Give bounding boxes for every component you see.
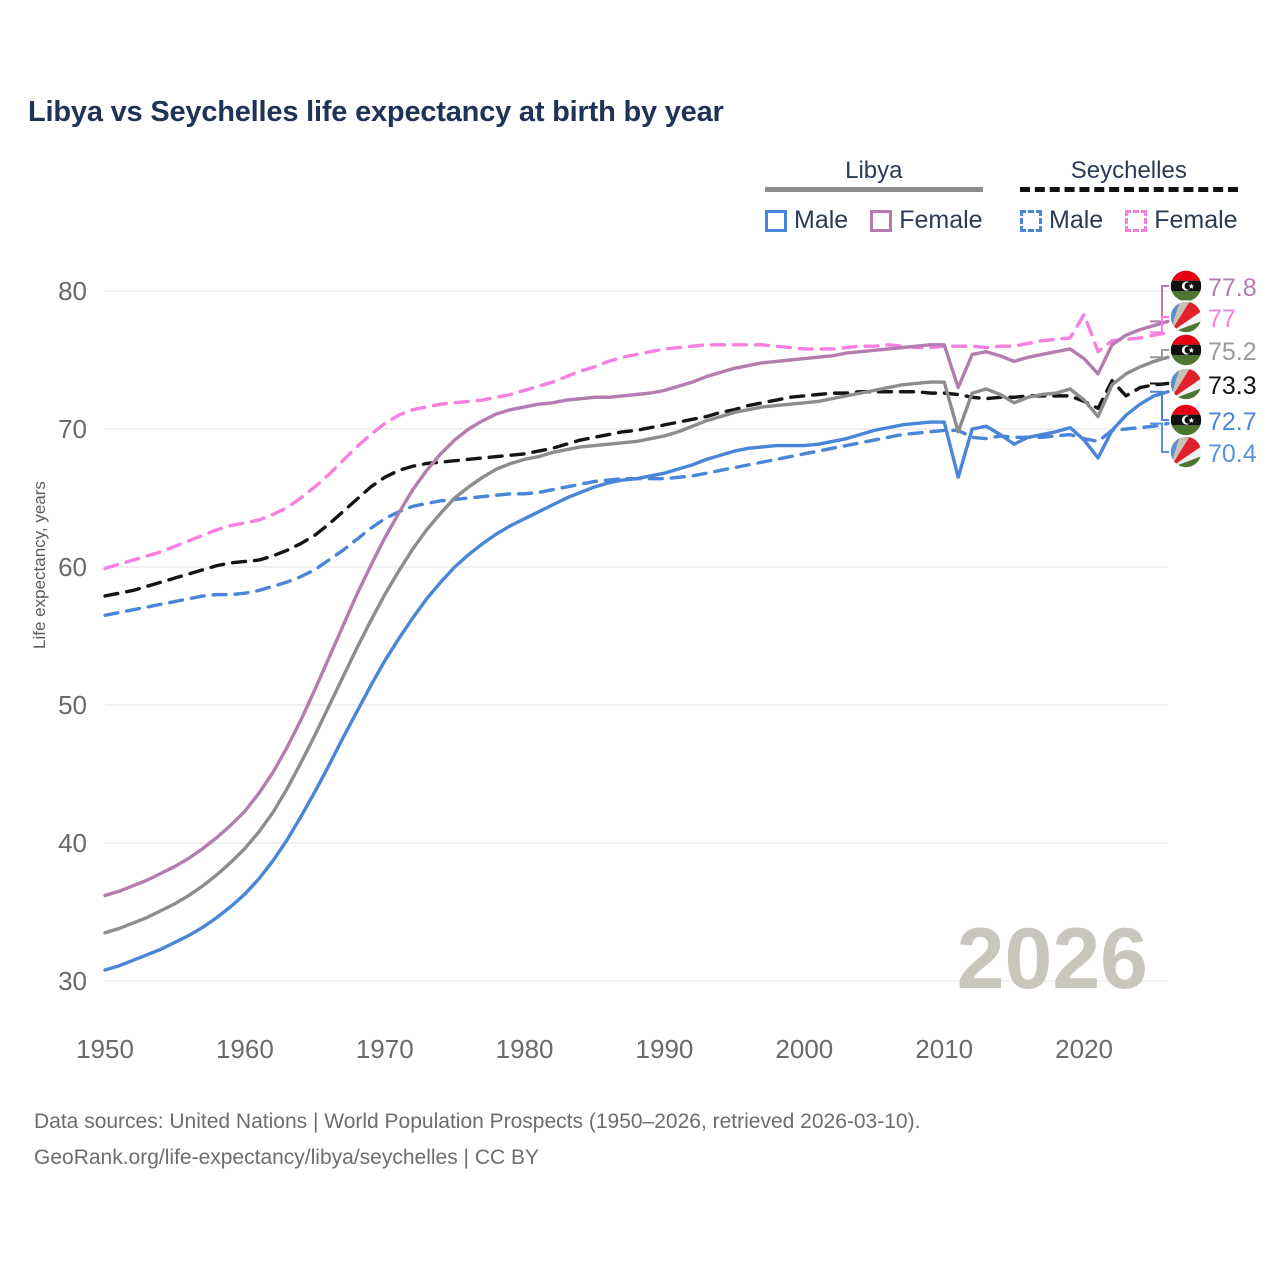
y-tick-30: 30: [58, 966, 87, 996]
end-label-connector: [1150, 382, 1169, 385]
series-line-seychelles_female: [103, 312, 1170, 571]
x-tick-2020: 2020: [1055, 1034, 1113, 1064]
x-tick-1970: 1970: [356, 1034, 414, 1064]
legend-country-libya-label: Libya: [845, 157, 903, 184]
year-watermark: 2026: [957, 911, 1148, 1007]
end-label-connector: [1150, 349, 1169, 359]
x-tick-1950: 1950: [76, 1034, 134, 1064]
x-tick-1960: 1960: [216, 1034, 274, 1064]
end-label-connector: [1150, 285, 1169, 323]
chart-series-lines: [103, 312, 1170, 972]
seychelles-flag-icon: [1169, 367, 1203, 401]
series-line-libya_total: [103, 355, 1170, 935]
legend-item-seychelles-male[interactable]: Male: [1020, 206, 1103, 235]
page-title: Libya vs Seychelles life expectancy at b…: [28, 96, 724, 128]
libya-flag-icon: [1169, 403, 1203, 437]
x-tick-2000: 2000: [775, 1034, 833, 1064]
legend-group-libya: Libya Male Female: [765, 158, 983, 235]
y-tick-40: 40: [58, 828, 87, 858]
series-line-libya_male: [103, 390, 1170, 972]
libya-flag-icon: [1169, 269, 1203, 303]
end-label-connector: [1150, 390, 1169, 421]
end-label-connector: [1150, 422, 1169, 453]
footer-line-attribution: GeoRank.org/life-expectancy/libya/seyche…: [34, 1146, 540, 1169]
legend-item-libya-male[interactable]: Male: [765, 206, 848, 235]
end-label-connector: [1150, 316, 1169, 334]
legend-item-seychelles-female[interactable]: Female: [1125, 206, 1238, 235]
y-tick-50: 50: [58, 690, 87, 720]
end-label-value-seychelles_female: 77: [1208, 305, 1236, 333]
blue-dashed-square-icon: [1020, 209, 1042, 232]
chart-footer: Data sources: United Nations | World Pop…: [34, 1104, 1244, 1176]
y-tick-60: 60: [58, 552, 87, 582]
legend-country-seychelles: Seychelles: [1020, 158, 1238, 197]
footer-line-sources: Data sources: United Nations | World Pop…: [34, 1110, 921, 1133]
pink-dashed-square-icon: [1125, 209, 1148, 232]
x-tick-1990: 1990: [636, 1034, 694, 1064]
y-tick-80: 80: [58, 276, 87, 306]
seychelles-flag-icon: [1169, 300, 1203, 334]
legend-item-libya-female[interactable]: Female: [870, 206, 983, 235]
x-tick-1980: 1980: [496, 1034, 554, 1064]
blue-solid-square-icon: [765, 209, 787, 232]
legend-country-libya: Libya: [765, 158, 983, 197]
chart-gridlines: [105, 290, 1168, 982]
seychelles-flag-icon: [1169, 435, 1203, 469]
legend-rule-solid-icon: [765, 187, 983, 192]
end-label-value-libya_female: 77.8: [1208, 274, 1257, 302]
x-tick-2010: 2010: [915, 1034, 973, 1064]
legend-label-seychelles-female: Female: [1154, 206, 1238, 234]
series-line-libya_female: [103, 319, 1170, 898]
legend-label-seychelles-male: Male: [1049, 206, 1104, 234]
series-end-labels: 77.8 77 75.2 73.3 72.7 70.4: [1150, 269, 1257, 469]
x-axis-tick-labels: 1950 1960 1970 1980 1990 2000 2010 2020: [76, 1034, 1113, 1064]
series-line-seychelles_total: [103, 379, 1170, 598]
end-label-value-libya_total: 75.2: [1208, 338, 1257, 366]
end-label-value-libya_male: 72.7: [1208, 408, 1257, 436]
legend-label-libya-male: Male: [794, 206, 849, 234]
end-label-value-seychelles_male: 70.4: [1208, 440, 1257, 468]
y-axis-tick-labels: 30 40 50 60 70 80: [58, 276, 87, 996]
y-tick-70: 70: [58, 414, 87, 444]
end-label-value-seychelles_total: 73.3: [1208, 372, 1257, 400]
legend-label-libya-female: Female: [899, 206, 983, 234]
purple-solid-square-icon: [870, 209, 893, 232]
libya-flag-icon: [1169, 333, 1203, 367]
legend-country-seychelles-label: Seychelles: [1070, 157, 1187, 184]
legend-rule-dashed-icon: [1020, 187, 1238, 192]
legend-group-seychelles: Seychelles Male Female: [1020, 158, 1238, 235]
chart-legend: Libya Male Female Seychelles Male: [0, 158, 1280, 240]
